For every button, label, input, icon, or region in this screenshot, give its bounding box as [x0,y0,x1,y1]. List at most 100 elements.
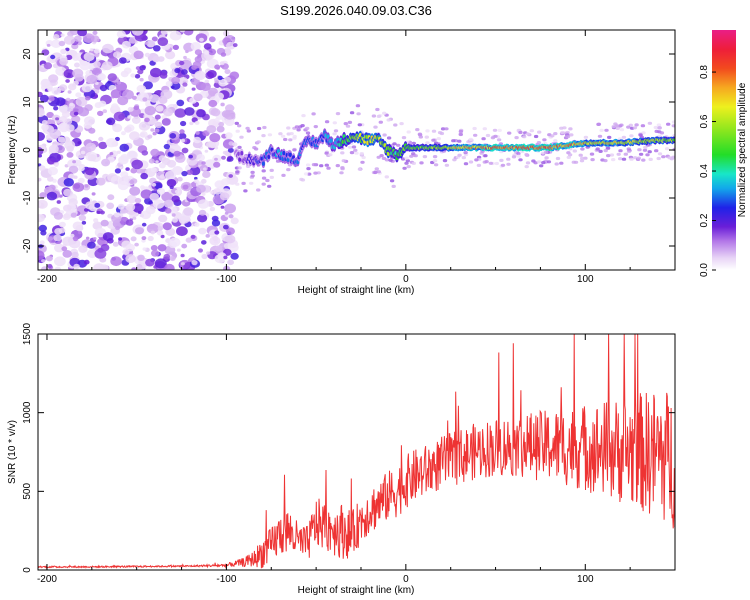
noise-speck [340,167,345,171]
noise-speck [606,154,611,158]
noise-speck [114,212,120,218]
noise-speck [59,84,68,91]
noise-speck [93,48,100,54]
noise-speck [145,206,156,215]
noise-speck [169,256,176,262]
noise-speck [47,236,54,241]
noise-speck [153,45,161,52]
noise-speck [621,157,627,161]
noise-speck [313,171,318,175]
noise-speck [71,251,79,258]
noise-speck [141,124,147,128]
noise-speck [150,128,155,132]
noise-speck [219,192,230,201]
signal-core [326,134,330,139]
noise-speck [371,114,377,118]
noise-speck [220,205,225,209]
noise-speck [45,255,53,262]
noise-speck [181,243,188,249]
noise-speck [228,174,233,178]
noise-speck [194,49,202,56]
signal-core [286,157,290,162]
noise-speck [69,233,75,238]
noise-speck [583,135,589,139]
noise-speck [386,136,392,140]
noise-speck [153,199,165,209]
noise-speck [439,131,445,136]
noise-speck [232,43,238,48]
noise-speck [166,50,175,58]
noise-speck [72,236,79,242]
noise-speck [375,107,380,112]
noise-speck [107,73,118,81]
noise-speck [218,121,225,127]
noise-speck [209,236,221,246]
noise-speck [225,104,235,113]
noise-speck [384,158,390,162]
noise-speck [261,182,266,186]
noise-speck [99,84,108,92]
noise-speck [382,133,387,137]
noise-speck [43,62,53,70]
noise-speck [61,246,68,252]
noise-speck [151,182,157,187]
noise-speck [209,133,221,143]
noise-speck [141,150,149,156]
noise-speck [411,161,416,165]
noise-speck [62,250,72,258]
noise-speck [300,178,306,182]
noise-speck [112,123,123,133]
noise-speck [223,224,229,230]
noise-speck [452,158,457,162]
noise-speck [311,163,317,167]
noise-speck [351,145,357,149]
noise-speck [215,80,219,84]
noise-speck [524,165,529,169]
noise-speck [110,256,122,267]
noise-speck [463,151,468,155]
noise-speck [150,245,158,251]
noise-speck [159,72,168,79]
noise-speck [306,167,311,171]
noise-speck [41,49,50,56]
noise-speck [47,176,54,182]
noise-speck [186,169,193,175]
noise-speck [89,48,94,52]
noise-speck [611,125,616,129]
noise-speck [144,197,153,205]
noise-speck [64,140,76,150]
noise-speck [605,146,611,150]
noise-speck [140,172,148,180]
noise-speck [313,125,318,129]
noise-speck [488,161,494,165]
noise-speck [185,50,189,54]
y-tick-label: 1000 [22,401,33,424]
snr-frame [37,333,676,571]
noise-speck [567,153,573,157]
noise-speck [163,199,174,208]
noise-speck [221,155,226,160]
noise-speck [335,164,340,168]
noise-speck [405,159,410,163]
noise-speck [183,30,194,36]
noise-speck [667,156,672,160]
noise-speck [188,154,193,159]
noise-speck [203,43,212,50]
noise-speck [169,237,181,247]
noise-speck [497,128,502,132]
y-tick-label: 500 [22,483,33,500]
noise-speck [376,114,382,118]
noise-speck [173,150,181,157]
noise-speck [154,258,167,269]
noise-speck [626,149,632,154]
noise-speck [256,140,261,144]
noise-speck [457,153,462,157]
noise-speck [110,175,122,185]
noise-speck [546,160,552,164]
noise-speck [657,126,662,130]
colorbar-tick-label: 0.8 [699,65,710,79]
noise-speck [632,126,638,130]
noise-speck [154,114,161,120]
noise-speck [130,236,137,242]
noise-speck [174,67,181,74]
